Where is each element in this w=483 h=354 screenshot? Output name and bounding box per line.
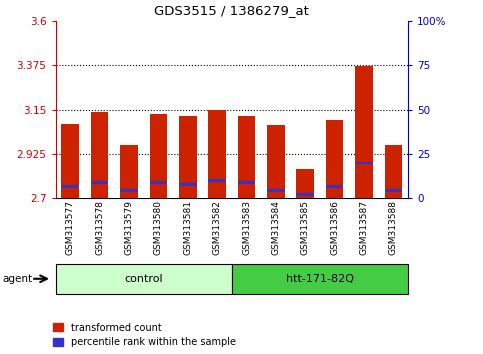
Text: GSM313580: GSM313580: [154, 200, 163, 255]
Text: GSM313582: GSM313582: [213, 200, 222, 255]
Bar: [91, 181, 109, 184]
Bar: [238, 181, 256, 184]
Text: GSM313578: GSM313578: [95, 200, 104, 255]
Bar: [91, 112, 109, 198]
Legend: transformed count, percentile rank within the sample: transformed count, percentile rank withi…: [53, 322, 236, 347]
Text: agent: agent: [2, 274, 32, 284]
Text: htt-171-82Q: htt-171-82Q: [286, 274, 354, 284]
Text: GSM313585: GSM313585: [301, 200, 310, 255]
Bar: [150, 181, 167, 184]
Bar: [56, 264, 232, 294]
Bar: [120, 189, 138, 192]
Bar: [326, 120, 343, 198]
Bar: [238, 116, 256, 198]
Bar: [297, 193, 314, 196]
Title: GDS3515 / 1386279_at: GDS3515 / 1386279_at: [155, 4, 309, 17]
Text: GSM313587: GSM313587: [359, 200, 369, 255]
Text: GSM313584: GSM313584: [271, 200, 281, 255]
Bar: [326, 185, 343, 188]
Bar: [297, 169, 314, 198]
Text: GSM313577: GSM313577: [66, 200, 75, 255]
Bar: [232, 264, 408, 294]
Text: GSM313579: GSM313579: [125, 200, 133, 255]
Bar: [355, 161, 373, 164]
Bar: [179, 116, 197, 198]
Bar: [267, 189, 285, 192]
Text: GSM313586: GSM313586: [330, 200, 339, 255]
Text: GSM313588: GSM313588: [389, 200, 398, 255]
Bar: [384, 189, 402, 192]
Bar: [355, 67, 373, 198]
Text: GSM313583: GSM313583: [242, 200, 251, 255]
Bar: [208, 110, 226, 198]
Bar: [179, 183, 197, 186]
Bar: [61, 185, 79, 188]
Bar: [150, 114, 167, 198]
Bar: [208, 179, 226, 182]
Bar: [61, 124, 79, 198]
Text: control: control: [125, 274, 163, 284]
Bar: [267, 125, 285, 198]
Bar: [384, 145, 402, 198]
Bar: [120, 145, 138, 198]
Text: GSM313581: GSM313581: [183, 200, 192, 255]
